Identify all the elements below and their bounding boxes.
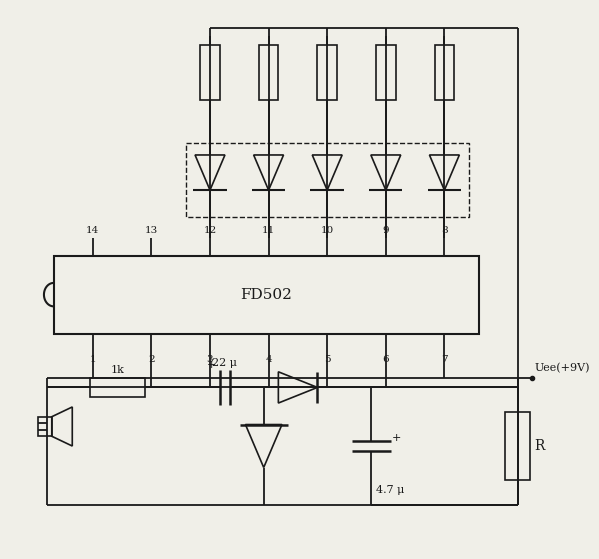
- Bar: [54, 255, 479, 334]
- Text: 14: 14: [86, 226, 99, 235]
- Text: 1: 1: [89, 354, 96, 363]
- Bar: [376, 45, 395, 100]
- Bar: [200, 45, 220, 100]
- Text: 7: 7: [441, 354, 447, 363]
- Text: +: +: [392, 433, 401, 443]
- Text: 2: 2: [148, 354, 155, 363]
- Text: 12: 12: [204, 226, 217, 235]
- Text: R: R: [534, 439, 544, 453]
- Text: +: +: [207, 360, 217, 370]
- Bar: [90, 378, 144, 397]
- Text: 8: 8: [441, 226, 447, 235]
- Text: 6: 6: [383, 354, 389, 363]
- Text: 3: 3: [207, 354, 213, 363]
- Text: 4.7 μ: 4.7 μ: [376, 485, 404, 495]
- Text: 4: 4: [265, 354, 272, 363]
- Bar: [259, 45, 279, 100]
- Text: 10: 10: [320, 226, 334, 235]
- Text: 13: 13: [145, 226, 158, 235]
- Bar: [186, 143, 469, 216]
- Bar: [435, 45, 454, 100]
- Text: 22 μ: 22 μ: [212, 358, 237, 368]
- Text: 9: 9: [383, 226, 389, 235]
- Text: 1k: 1k: [110, 365, 124, 375]
- Text: 5: 5: [324, 354, 331, 363]
- Text: Uee(+9V): Uee(+9V): [534, 363, 590, 373]
- Bar: [317, 45, 337, 100]
- Bar: [38, 416, 52, 436]
- Text: 11: 11: [262, 226, 275, 235]
- Bar: [505, 412, 530, 480]
- Text: FD502: FD502: [240, 288, 292, 302]
